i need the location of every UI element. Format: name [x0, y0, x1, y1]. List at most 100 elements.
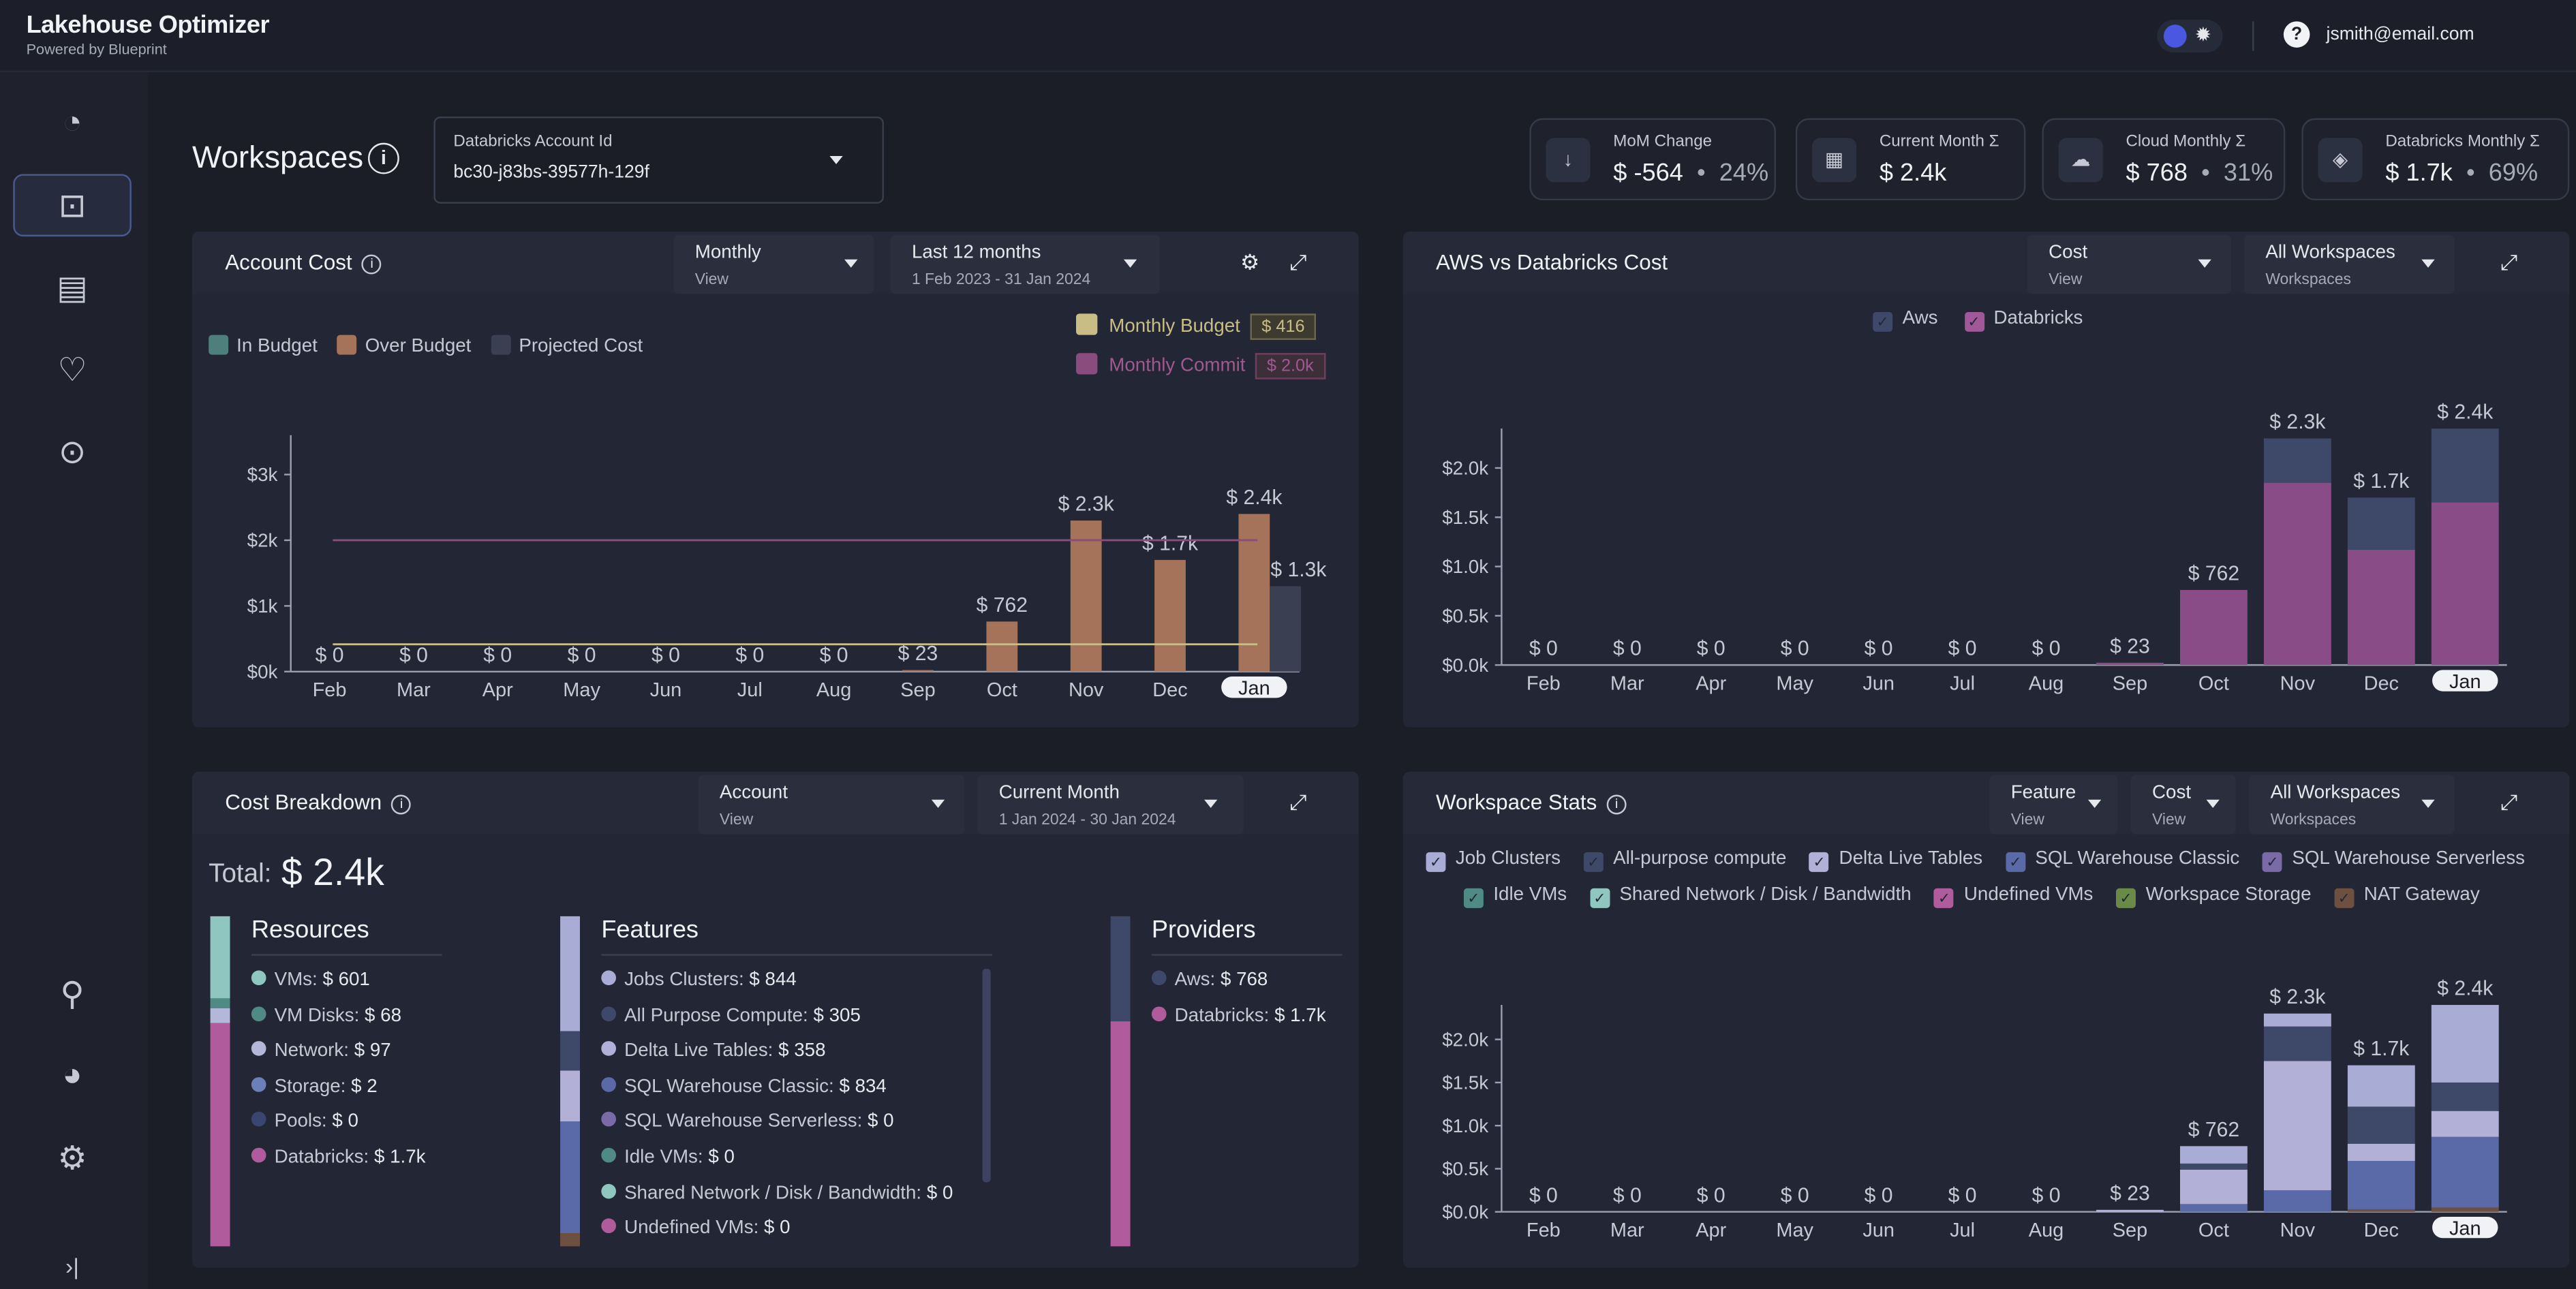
data-label: $ 0 [399, 644, 428, 666]
divider [251, 954, 442, 956]
y-tick-label: $2.0k [1442, 1029, 1488, 1050]
account-select[interactable]: Databricks Account Id bc30-j83bs-39577h-… [433, 117, 884, 204]
features-scrollbar[interactable] [982, 969, 991, 1183]
legend-item[interactable]: ✓ All-purpose compute [1583, 849, 1786, 872]
brand[interactable]: Lakehouse Optimizer Powered by Blueprint [27, 12, 270, 57]
x-tick-label: Aug [2029, 672, 2064, 694]
chart-legend: ✓ Aws ✓ Databricks [1873, 309, 2083, 332]
help-icon[interactable]: ? [2283, 21, 2310, 48]
chevron-down-icon [1204, 799, 1218, 808]
list-item: Undefined VMs: $ 0 [601, 1218, 791, 1239]
legend-item[interactable]: ✓ Workspace Storage [2116, 885, 2312, 908]
fullscreen-icon[interactable]: ⤢ [1289, 790, 1307, 815]
legend-item[interactable]: ✓ Delta Live Tables [1809, 849, 1982, 872]
bar-segment [2431, 1005, 2499, 1083]
legend-aws[interactable]: ✓ Aws [1873, 309, 1937, 332]
sidebar-item-health[interactable]: ♡ [13, 339, 132, 401]
divider [601, 954, 993, 956]
x-tick-label: May [563, 679, 600, 701]
info-icon[interactable]: i [367, 142, 399, 174]
sidebar-item-dashboard[interactable]: ◔ [13, 92, 132, 155]
arrow-down-icon: ↓ [1546, 138, 1591, 183]
view-dropdown[interactable]: Cost View [2130, 775, 2236, 835]
workspaces-dropdown[interactable]: All Workspaces Workspaces [2244, 234, 2455, 294]
legend-item[interactable]: ✓ Undefined VMs [1934, 885, 2093, 908]
legend-databricks[interactable]: ✓ Databricks [1964, 309, 2083, 332]
gear-icon[interactable]: ⚙ [1240, 249, 1260, 275]
sidebar-item-usage[interactable]: ◕ [13, 1044, 132, 1107]
bar-segment [2179, 589, 2248, 666]
list-item: Databricks: $ 1.7k [1151, 1006, 1326, 1025]
view-dropdown[interactable]: Monthly View [673, 234, 874, 294]
data-label: $ 23 [898, 642, 938, 665]
legend-item[interactable]: ✓ SQL Warehouse Serverless [2263, 849, 2525, 872]
view-dropdown[interactable]: Cost View [2027, 234, 2231, 294]
x-tick-label: Jun [1862, 672, 1895, 694]
y-tick-label: $0k [247, 661, 278, 682]
recommendations-icon: ⊙ [58, 434, 87, 471]
providers-title: Providers [1151, 916, 1256, 944]
x-tick-label: Jul [737, 679, 763, 701]
projected-label: $ 1.3k [1270, 559, 1327, 581]
fullscreen-icon[interactable]: ⤢ [2500, 249, 2518, 275]
legend-over-budget[interactable]: Over Budget [337, 335, 471, 356]
divider [2252, 21, 2254, 51]
sidebar-item-workspaces[interactable]: ⊡ [13, 174, 132, 237]
bar-segment [2431, 429, 2499, 503]
sidebar-item-settings[interactable]: ⚙ [13, 1126, 132, 1189]
y-tick-label: $1.0k [1442, 556, 1488, 577]
x-tick-label: Sep [2113, 1220, 2147, 1241]
sidebar-item-tools[interactable]: ⚲ [13, 962, 132, 1025]
workspaces-dropdown[interactable]: All Workspaces Workspaces [2249, 775, 2455, 835]
panel-header: Cost Breakdown i Account View Current Mon… [192, 771, 1359, 835]
tools-icon: ⚲ [60, 976, 85, 1012]
legend-item[interactable]: ✓ Shared Network / Disk / Bandwidth [1589, 885, 1912, 908]
list-item: Network: $ 97 [251, 1041, 391, 1061]
bar-segment [2096, 662, 2164, 666]
total-cost: Total: $ 2.4k [209, 850, 384, 894]
legend-item[interactable]: ✓ Idle VMs [1463, 885, 1567, 908]
fullscreen-icon[interactable]: ⤢ [1289, 249, 1307, 275]
x-tick-label: May [1776, 1220, 1813, 1241]
feature-dropdown[interactable]: Feature View [1989, 775, 2118, 835]
x-tick-label: Sep [900, 679, 935, 701]
bar-segment [2263, 1013, 2331, 1027]
x-tick-label: Mar [1610, 1220, 1644, 1241]
info-icon[interactable]: i [391, 794, 412, 815]
legend-dot [251, 970, 266, 986]
data-label: $ 0 [1865, 1184, 1893, 1207]
data-label: $ 762 [977, 594, 1028, 617]
sidebar-expand[interactable]: ›| [13, 1234, 132, 1289]
chart-legend: In Budget Over Budget Projected Cost [209, 335, 643, 356]
info-icon[interactable]: i [362, 254, 382, 275]
range-dropdown[interactable]: Current Month 1 Jan 2024 - 30 Jan 2024 [977, 775, 1244, 835]
sidebar-item-recommendations[interactable]: ⊙ [13, 420, 132, 483]
legend-projected-cost[interactable]: Projected Cost [491, 335, 643, 356]
features-stack [560, 916, 580, 1247]
panel-title: AWS vs Databricks Cost [1435, 249, 1668, 275]
theme-toggle[interactable]: ✹ [2157, 19, 2223, 53]
settings-icon: ⚙ [57, 1140, 87, 1177]
bar-segment [2347, 1106, 2415, 1144]
bar-segment [2179, 1163, 2248, 1170]
info-icon[interactable]: i [1606, 794, 1627, 815]
fullscreen-icon[interactable]: ⤢ [2500, 790, 2518, 815]
kpi-label: Databricks Monthly Σ [2385, 133, 2540, 151]
user-email[interactable]: jsmith@email.com [2326, 25, 2474, 45]
y-tick-label: $1.0k [1442, 1115, 1488, 1136]
y-tick-label: $0.0k [1442, 1201, 1488, 1222]
legend-dot [251, 1006, 266, 1021]
data-label: $ 762 [2188, 562, 2239, 585]
kpi-databricks-monthly: ◈ Databricks Monthly Σ $ 1.7k • 69% [2301, 118, 2570, 201]
sidebar-item-reports[interactable]: ▤ [13, 256, 132, 319]
legend-item[interactable]: ✓ SQL Warehouse Classic [2005, 849, 2239, 872]
legend-item[interactable]: ✓ NAT Gateway [2334, 885, 2480, 908]
legend-item[interactable]: ✓ Job Clusters [1426, 849, 1561, 872]
x-tick-label: Mar [1610, 672, 1644, 694]
data-label: $ 0 [1865, 638, 1893, 660]
legend-in-budget[interactable]: In Budget [209, 335, 318, 356]
range-dropdown[interactable]: Last 12 months 1 Feb 2023 - 31 Jan 2024 [890, 234, 1160, 294]
data-label: $ 1.7k [2353, 1038, 2410, 1060]
view-dropdown[interactable]: Account View [698, 775, 965, 835]
x-tick-label: Sep [2113, 672, 2147, 694]
